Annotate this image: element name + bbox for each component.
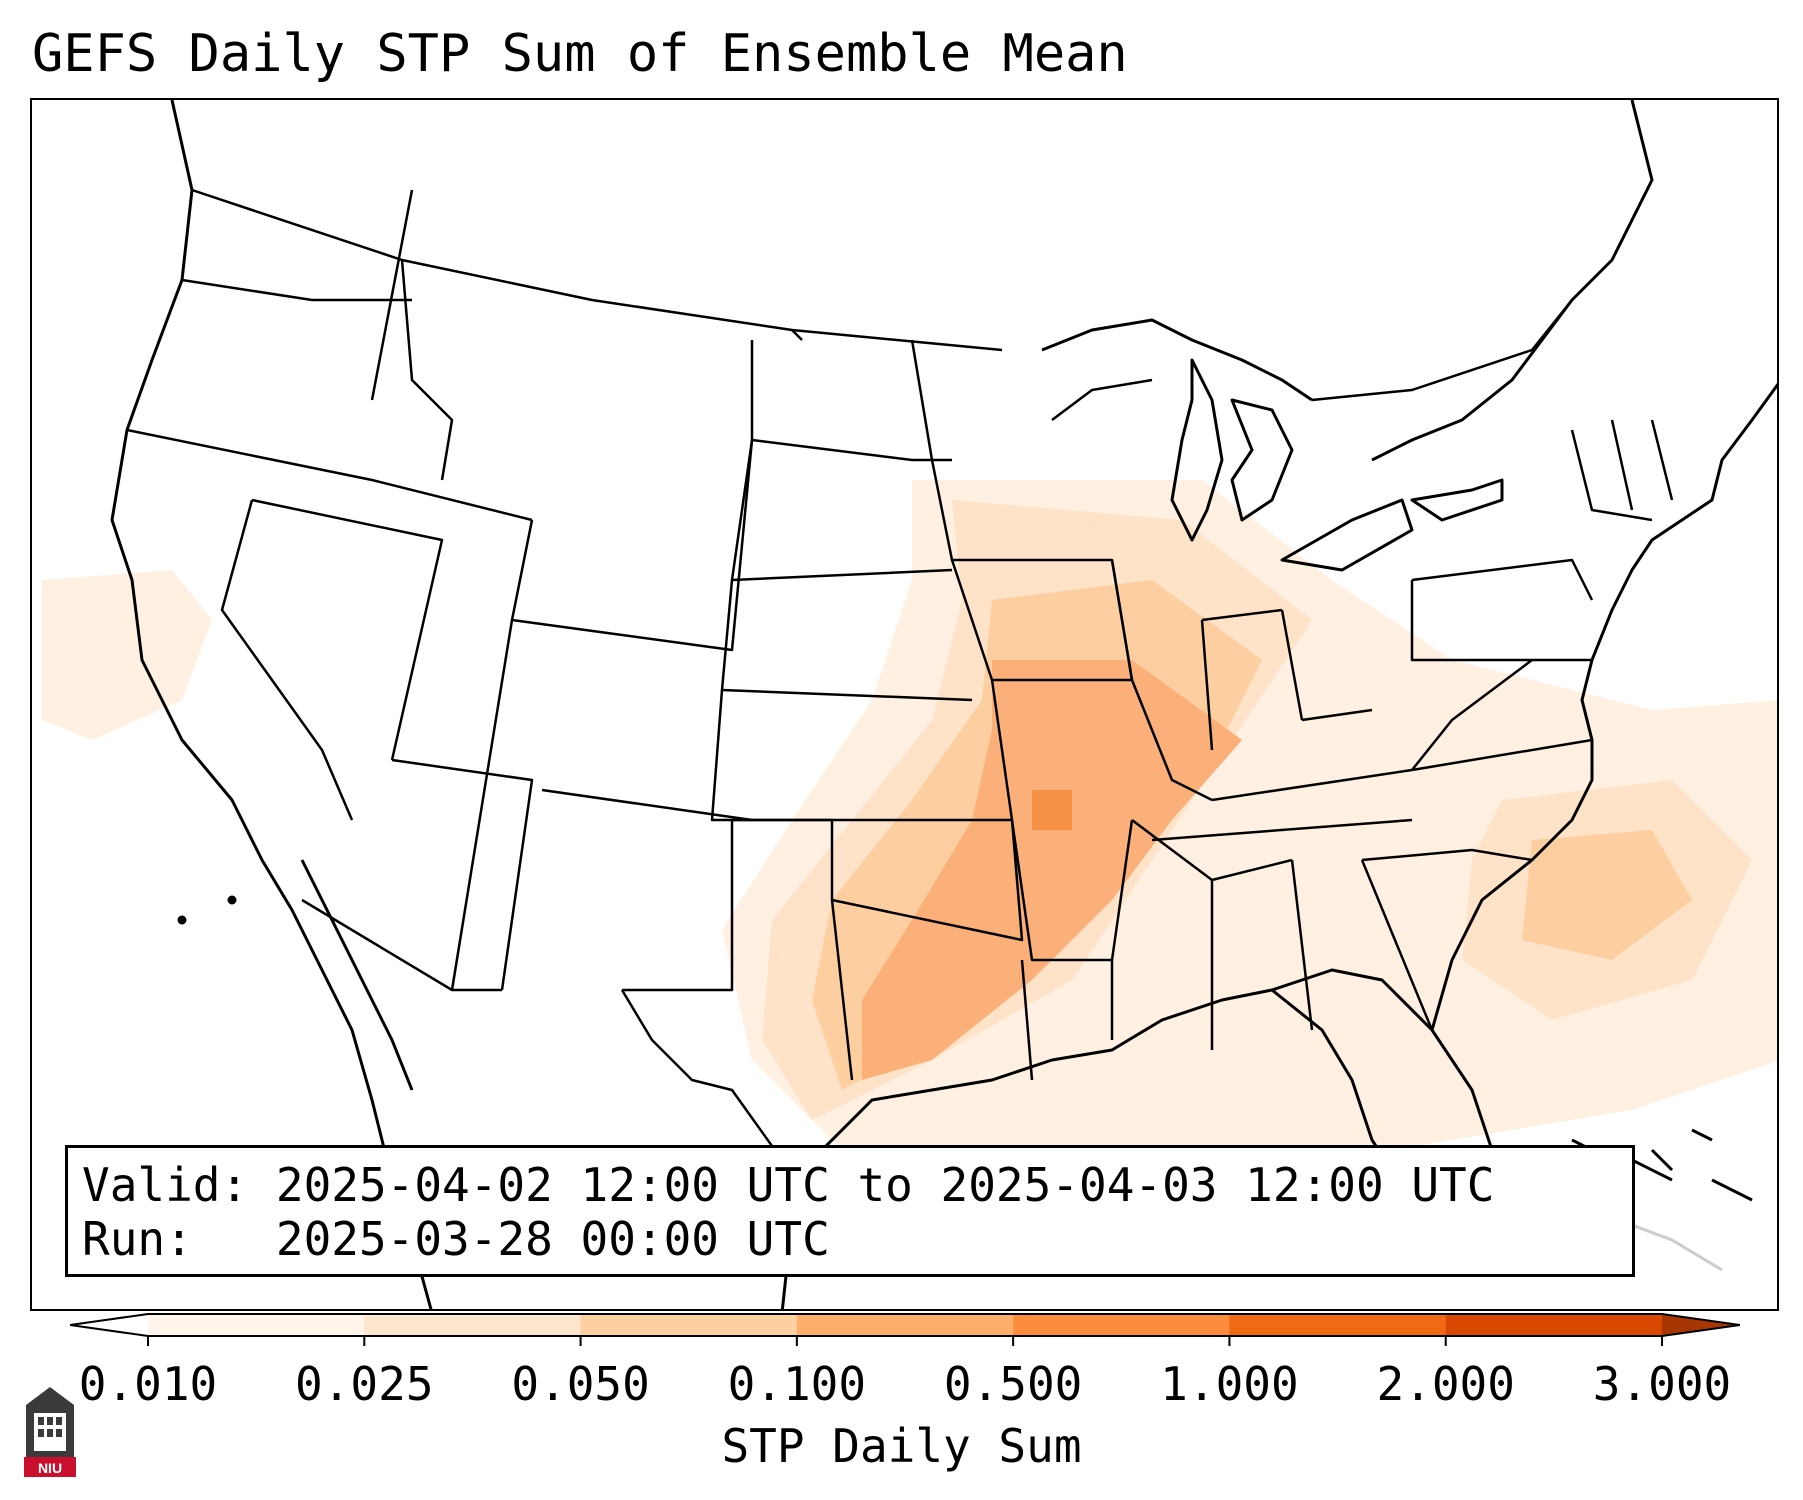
colorbar-tick-label: 2.000 <box>1376 1357 1515 1411</box>
map-panel <box>30 98 1779 1311</box>
colorbar-outline <box>70 1313 1740 1337</box>
run-row: Run: 2025-03-28 00:00 UTC <box>82 1212 1618 1266</box>
stp-area-0010-west <box>42 570 212 740</box>
colorbar <box>70 1313 1740 1346</box>
colorbar-segment <box>1229 1314 1447 1336</box>
colorbar-segment <box>1013 1314 1230 1336</box>
state-borders <box>126 188 1674 1161</box>
logo-text: NIU <box>38 1460 62 1476</box>
colorbar-segments <box>70 1314 1740 1346</box>
run-value: 2025-03-28 00:00 UTC <box>275 1212 830 1266</box>
stp-area-0500 <box>1032 790 1072 830</box>
stp-shading <box>42 480 1777 1170</box>
colorbar-extend-low <box>70 1314 148 1336</box>
colorbar-segment <box>580 1314 798 1336</box>
colorbar-tick-label: 1.000 <box>1160 1357 1299 1411</box>
colorbar-tick-label: 0.100 <box>727 1357 867 1411</box>
colorbar-extend-high <box>1662 1314 1740 1336</box>
colorbar-segment <box>148 1314 365 1336</box>
map-title: GEFS Daily STP Sum of Ensemble Mean <box>32 24 1128 84</box>
colorbar-tick-label: 0.050 <box>511 1357 650 1411</box>
colorbar-label: STP Daily Sum <box>721 1419 1082 1473</box>
islands <box>177 895 1713 1172</box>
validity-info-box: Valid: 2025-04-02 12:00 UTC to 2025-04-0… <box>65 1145 1635 1277</box>
valid-value: 2025-04-02 12:00 UTC to 2025-04-03 12:00… <box>275 1158 1495 1212</box>
stp-area-0050-atl <box>1522 830 1692 960</box>
valid-label: Valid: <box>82 1158 249 1212</box>
run-label: Run: <box>82 1212 193 1266</box>
colorbar-tick-label: 0.500 <box>943 1357 1083 1411</box>
colorbar-tick-labels: 0.010 0.025 0.050 0.100 0.500 1.000 2.000 3.000 <box>0 1356 1803 1416</box>
niu-logo-icon: NIU <box>24 1387 76 1477</box>
colorbar-tick-label: 0.010 <box>78 1357 218 1411</box>
colorbar-tick-label: 3.000 <box>1592 1357 1732 1411</box>
colorbar-tick-label: 0.025 <box>295 1357 434 1411</box>
colorbar-segment <box>796 1314 1014 1336</box>
colorbar-segment <box>1445 1314 1663 1336</box>
colorbar-segment <box>364 1314 582 1336</box>
stp-area-0100 <box>862 660 1242 1080</box>
valid-row: Valid: 2025-04-02 12:00 UTC to 2025-04-0… <box>82 1158 1618 1212</box>
conus-map <box>42 100 1777 1309</box>
